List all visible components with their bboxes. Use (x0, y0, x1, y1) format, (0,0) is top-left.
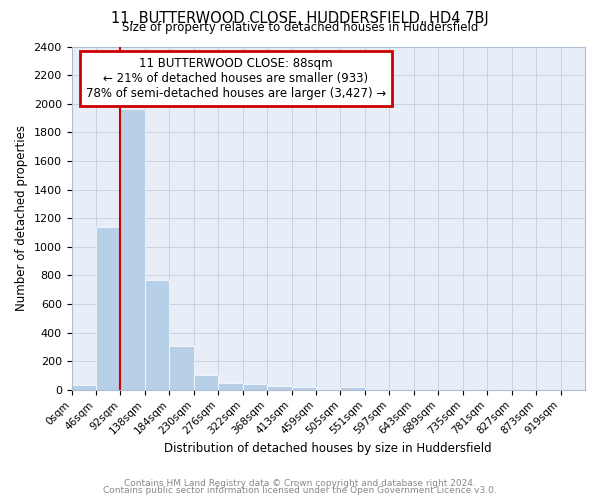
Bar (267, 386, 292, 390)
Bar (121, 110, 145, 390)
Bar (218, 383, 242, 390)
Text: Size of property relative to detached houses in Huddersfield: Size of property relative to detached ho… (122, 22, 478, 35)
Text: 11 BUTTERWOOD CLOSE: 88sqm
← 21% of detached houses are smaller (933)
78% of sem: 11 BUTTERWOOD CLOSE: 88sqm ← 21% of deta… (86, 57, 386, 100)
Text: 11, BUTTERWOOD CLOSE, HUDDERSFIELD, HD4 7BJ: 11, BUTTERWOOD CLOSE, HUDDERSFIELD, HD4 … (111, 11, 489, 26)
Bar (292, 387, 316, 390)
Text: Contains HM Land Registry data © Crown copyright and database right 2024.: Contains HM Land Registry data © Crown c… (124, 478, 476, 488)
Bar (96, 227, 121, 390)
Bar (242, 384, 267, 390)
Bar (145, 280, 169, 390)
X-axis label: Distribution of detached houses by size in Huddersfield: Distribution of detached houses by size … (164, 442, 492, 455)
Text: Contains public sector information licensed under the Open Government Licence v3: Contains public sector information licen… (103, 486, 497, 495)
Y-axis label: Number of detached properties: Number of detached properties (15, 125, 28, 311)
Bar (194, 374, 218, 390)
Bar (71, 385, 96, 390)
Bar (169, 346, 194, 390)
Bar (340, 387, 365, 390)
